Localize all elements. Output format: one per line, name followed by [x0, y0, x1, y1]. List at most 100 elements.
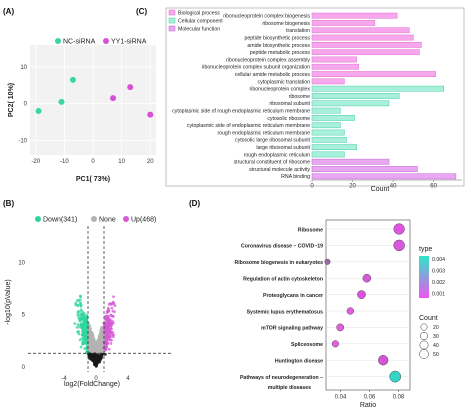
category-label: translation	[286, 28, 310, 34]
bar	[311, 115, 355, 121]
legend-label-up: Up(468)	[131, 217, 156, 224]
volcano-point	[73, 322, 77, 325]
volcano-point	[94, 347, 98, 351]
color-legend-tick: 0.003	[432, 269, 445, 275]
volcano-point	[89, 345, 93, 348]
x-tick-label: 0.06	[364, 395, 376, 401]
color-legend-tick: 0.001	[432, 292, 445, 298]
category-label: cytosolic large ribosomal subunit	[235, 138, 311, 144]
panel-d-category-labels: Ribosome Coronavirus disease – COVID−19 Ri…	[234, 227, 323, 391]
volcano-point	[82, 342, 86, 346]
y-tick-label: 5	[22, 313, 26, 319]
volcano-point	[97, 350, 101, 354]
x-tick-label: 60	[430, 184, 437, 190]
category-label: ribonucleoprotein complex biogenesis	[223, 14, 310, 20]
panel-c-category-labels: ribonucleoprotein complex biogenesis ribo…	[172, 14, 310, 181]
volcano-point	[83, 336, 86, 339]
color-legend-tick: 0.004	[432, 257, 445, 263]
size-legend-circle	[420, 332, 428, 340]
category-label: cytosolic ribosome	[267, 116, 310, 122]
volcano-point	[113, 310, 116, 314]
bar	[311, 100, 390, 107]
panel-b-label: (B)	[3, 199, 14, 208]
x-tick-label: 10	[118, 159, 125, 165]
x-tick-label: 20	[147, 159, 154, 165]
volcano-point	[88, 330, 91, 334]
volcano-point	[106, 329, 110, 333]
volcano-point	[104, 315, 107, 318]
pathway-label: Huntington disease	[275, 359, 323, 365]
size-legend-label: 40	[433, 343, 439, 349]
size-legend-label: 20	[433, 325, 439, 331]
y-tick-label: 0	[22, 365, 26, 371]
pathway-label: Proteoglycans in cancer	[263, 293, 323, 299]
volcano-point	[107, 347, 111, 351]
bar	[311, 12, 398, 19]
category-label: cytoplasmic translation	[258, 79, 311, 85]
volcano-point	[105, 317, 109, 321]
volcano-point	[95, 343, 99, 347]
volcano-point	[79, 317, 83, 321]
volcano-point	[76, 312, 80, 315]
pathway-bubble	[357, 290, 366, 299]
bar	[311, 173, 457, 180]
x-tick-label: -10	[60, 159, 69, 165]
color-legend-bar	[419, 256, 429, 298]
volcano-point	[85, 338, 89, 342]
volcano-point	[77, 299, 80, 302]
panel-a-points	[35, 76, 154, 118]
volcano-point	[88, 352, 92, 356]
category-label: structural molecule activity	[249, 167, 310, 173]
volcano-point	[100, 328, 104, 332]
legend-dot-nc	[55, 38, 61, 44]
y-tick-label: 10	[20, 65, 27, 71]
category-label: RNA binding	[281, 174, 310, 180]
volcano-point	[91, 355, 95, 359]
panel-c-legend: Biological process Cellular component Mo…	[168, 9, 223, 33]
volcano-point	[82, 314, 86, 317]
bar	[311, 107, 341, 114]
bar	[311, 85, 445, 92]
bar	[311, 41, 422, 48]
bar	[311, 166, 418, 172]
volcano-point	[105, 334, 109, 338]
volcano-point	[84, 321, 88, 325]
size-legend-label: 50	[433, 352, 439, 358]
size-legend-circle	[420, 323, 428, 331]
size-legend-label: 30	[433, 334, 439, 340]
category-label: ribosome	[289, 94, 310, 100]
volcano-point	[76, 330, 80, 334]
legend-down-count: 341	[63, 217, 75, 224]
y-tick-label: 0	[24, 102, 28, 108]
legend-label-bp: Biological process	[178, 11, 220, 17]
volcano-point	[94, 364, 98, 368]
legend-dot-yy1	[103, 38, 109, 44]
volcano-point	[79, 304, 83, 308]
volcano-point	[84, 326, 87, 330]
volcano-point	[111, 330, 114, 334]
legend-dot-none	[91, 216, 97, 222]
panel-d-label: (D)	[189, 199, 200, 208]
panel-d-color-legend: type 0.004 0.003 0.002 0.001	[419, 246, 445, 298]
bar	[311, 122, 341, 129]
legend-label-cc: Cellular component	[178, 19, 223, 25]
category-label: cellular amide metabolic process	[235, 72, 311, 78]
pathway-bubble	[331, 340, 339, 348]
volcano-point	[81, 324, 84, 328]
panel-a-ticks: -20 -10 0 10 20 -10 0 10	[18, 65, 154, 165]
x-tick-label: 0	[94, 376, 98, 382]
volcano-point	[85, 314, 89, 318]
legend-label-none: None	[99, 217, 116, 224]
panel-b-legend: Down(341) None Up(468)	[35, 216, 156, 224]
pca-point	[35, 108, 42, 114]
pathway-bubble	[336, 323, 345, 332]
panel-d-ticks: 0.04 0.06 0.08	[335, 390, 405, 401]
panel-d-xlabel: Ratio	[360, 402, 376, 409]
volcano-point	[78, 310, 82, 313]
volcano-point	[106, 314, 110, 318]
volcano-point	[102, 338, 105, 342]
volcano-point	[111, 315, 115, 318]
pathway-label: Ribosome	[298, 227, 323, 233]
panel-c-xlabel: Count	[371, 186, 390, 193]
